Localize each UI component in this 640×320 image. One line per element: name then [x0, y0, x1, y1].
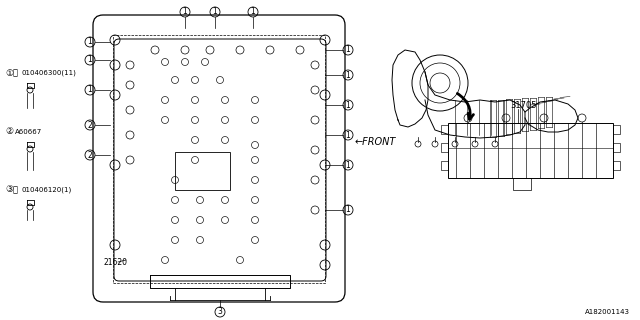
- Text: 2: 2: [88, 121, 92, 130]
- Text: 010406120(1): 010406120(1): [21, 187, 71, 193]
- Bar: [448, 123, 613, 178]
- Text: ←FRONT: ←FRONT: [355, 137, 396, 147]
- Text: ③: ③: [5, 186, 13, 195]
- Text: ②: ②: [5, 127, 13, 137]
- Text: Ⓑ: Ⓑ: [13, 186, 18, 195]
- Text: 1: 1: [346, 100, 350, 109]
- Text: 2: 2: [88, 150, 92, 159]
- Bar: [113, 35, 325, 283]
- Text: 1: 1: [251, 7, 255, 17]
- Text: A60667: A60667: [15, 129, 42, 135]
- Text: ①: ①: [5, 68, 13, 77]
- Text: 1: 1: [346, 131, 350, 140]
- Text: 1: 1: [88, 85, 92, 94]
- Text: 3: 3: [218, 308, 223, 316]
- Text: 21620: 21620: [103, 258, 127, 267]
- Bar: [613, 161, 620, 170]
- Text: 1: 1: [346, 70, 350, 79]
- Text: 1: 1: [88, 37, 92, 46]
- Bar: [613, 125, 620, 134]
- Bar: [175, 152, 230, 190]
- Text: 1: 1: [346, 161, 350, 170]
- Bar: [441, 161, 448, 170]
- Text: A182001143: A182001143: [585, 309, 630, 315]
- Bar: [613, 143, 620, 152]
- Text: 1: 1: [182, 7, 188, 17]
- Text: 010406300(11): 010406300(11): [21, 70, 76, 76]
- Text: Ⓑ: Ⓑ: [13, 68, 18, 77]
- Text: 1: 1: [346, 45, 350, 54]
- Bar: [513, 178, 531, 190]
- Bar: [441, 143, 448, 152]
- Text: 31705: 31705: [510, 101, 536, 110]
- Text: 1: 1: [346, 205, 350, 214]
- Bar: [441, 125, 448, 134]
- Text: 1: 1: [212, 7, 218, 17]
- Text: 1: 1: [88, 55, 92, 65]
